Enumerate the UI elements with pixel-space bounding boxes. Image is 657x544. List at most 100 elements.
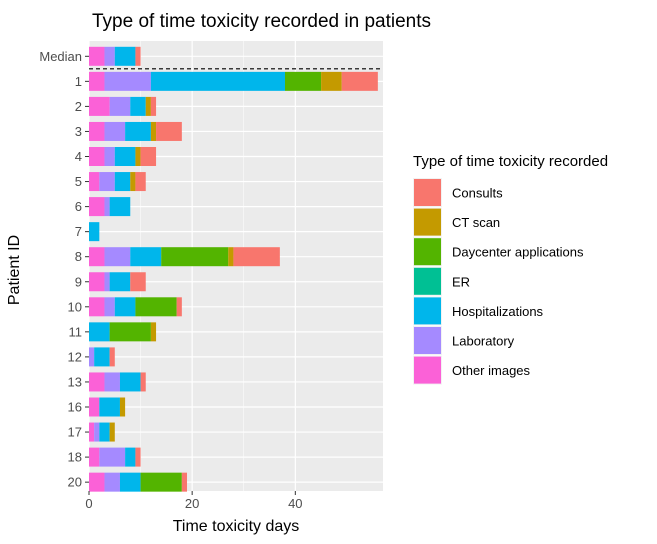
bar-segment-laboratory-20 <box>104 472 120 492</box>
x-axis-ticks: 0 20 40 <box>85 491 303 511</box>
legend: Type of time toxicity recorded Consults C… <box>413 153 608 385</box>
bar-segment-laboratory-17 <box>94 422 100 442</box>
bar-segment-laboratory-median <box>104 46 115 66</box>
bars <box>89 46 378 492</box>
bar-segment-other-images-3 <box>89 121 105 141</box>
bar-segment-other-images-8 <box>89 247 105 267</box>
bar-segment-ct-scan-4 <box>135 147 141 166</box>
bar-segment-daycenter-applications-20 <box>140 472 182 492</box>
bar-segment-hospitalizations-17 <box>99 422 110 442</box>
bar-segment-consults-10 <box>176 297 182 317</box>
legend-items: Consults CT scan Daycenter applications ER H… <box>413 178 584 385</box>
bar-segment-daycenter-applications-1 <box>285 71 322 91</box>
bar-segment-laboratory-8 <box>104 247 131 267</box>
legend-title: Type of time toxicity recorded <box>413 153 608 170</box>
bar-segment-hospitalizations-1 <box>150 71 285 91</box>
y-tick-label-18: 18 <box>68 450 82 465</box>
bar-segment-other-images-4 <box>89 147 105 166</box>
chart-title: Type of time toxicity recorded in patien… <box>92 11 431 32</box>
bar-segment-consults-1 <box>341 71 378 91</box>
bar-segment-consults-18 <box>135 447 141 467</box>
bar-segment-other-images-20 <box>89 472 105 492</box>
bar-segment-hospitalizations-5 <box>114 172 131 192</box>
legend-swatch-daycenter-applications <box>414 238 441 266</box>
bar-segment-hospitalizations-7 <box>89 222 100 242</box>
bar-segment-hospitalizations-13 <box>119 372 141 392</box>
bar-segment-hospitalizations-10 <box>114 297 136 317</box>
y-tick-label-12: 12 <box>68 349 82 364</box>
bar-segment-other-images-2 <box>89 96 110 116</box>
bar-segment-hospitalizations-16 <box>99 397 120 417</box>
bar-segment-ct-scan-1 <box>321 71 342 91</box>
x-axis-title: Time toxicity days <box>173 518 300 535</box>
legend-swatch-hospitalizations <box>414 297 441 325</box>
bar-segment-laboratory-1 <box>104 71 151 91</box>
bar-segment-consults-20 <box>181 472 187 492</box>
y-tick-label-7: 7 <box>75 224 82 239</box>
y-tick-label-3: 3 <box>75 124 82 139</box>
y-tick-label-median: Median <box>39 49 82 64</box>
y-tick-label-13: 13 <box>68 374 82 389</box>
bar-segment-hospitalizations-3 <box>125 121 151 141</box>
bar-segment-hospitalizations-2 <box>130 96 146 116</box>
bar-segment-ct-scan-2 <box>145 96 151 116</box>
bar-segment-other-images-1 <box>89 71 105 91</box>
bar-segment-laboratory-4 <box>104 147 115 166</box>
bar-segment-laboratory-12 <box>89 347 95 367</box>
legend-label-consults: Consults <box>452 186 503 201</box>
bar-segment-consults-9 <box>130 272 146 292</box>
bar-segment-ct-scan-16 <box>119 397 126 417</box>
bar-segment-other-images-18 <box>89 447 100 467</box>
bar-segment-laboratory-6 <box>104 197 110 217</box>
bar-segment-hospitalizations-4 <box>114 147 136 166</box>
bar-segment-hospitalizations-20 <box>119 472 141 492</box>
y-tick-label-2: 2 <box>75 99 82 114</box>
bar-segment-ct-scan-8 <box>228 247 234 267</box>
y-tick-label-8: 8 <box>75 249 82 264</box>
bar-segment-hospitalizations-18 <box>125 447 136 467</box>
bar-segment-other-images-9 <box>89 272 105 292</box>
bar-segment-hospitalizations-8 <box>130 247 162 267</box>
y-axis-title: Patient ID <box>6 235 23 305</box>
bar-segment-laboratory-3 <box>104 121 126 141</box>
legend-label-er: ER <box>452 274 470 289</box>
bar-segment-hospitalizations-6 <box>109 197 131 217</box>
y-tick-label-20: 20 <box>68 475 82 490</box>
bar-segment-ct-scan-5 <box>130 172 136 192</box>
bar-segment-ct-scan-3 <box>150 121 157 141</box>
x-tick-label-0: 0 <box>85 496 92 511</box>
bar-segment-consults-2 <box>150 96 157 116</box>
legend-label-ct-scan: CT scan <box>452 215 500 230</box>
bar-segment-consults-3 <box>156 121 182 141</box>
y-tick-label-5: 5 <box>75 174 82 189</box>
bar-segment-consults-12 <box>109 347 115 367</box>
legend-swatch-er <box>414 267 441 295</box>
bar-segment-hospitalizations-median <box>114 46 136 66</box>
legend-swatch-ct-scan <box>414 208 441 236</box>
y-tick-label-6: 6 <box>75 199 82 214</box>
legend-swatch-consults <box>414 179 441 206</box>
x-tick-label-40: 40 <box>288 496 302 511</box>
legend-label-other-images: Other images <box>452 363 531 378</box>
bar-segment-laboratory-9 <box>104 272 110 292</box>
bar-segment-daycenter-applications-8 <box>161 247 229 267</box>
y-tick-label-17: 17 <box>68 425 82 440</box>
legend-swatch-laboratory <box>414 327 441 354</box>
bar-segment-hospitalizations-12 <box>94 347 110 367</box>
bar-segment-consults-13 <box>140 372 146 392</box>
bar-segment-hospitalizations-9 <box>109 272 131 292</box>
legend-label-hospitalizations: Hospitalizations <box>452 304 544 319</box>
bar-segment-other-images-13 <box>89 372 105 392</box>
bar-segment-daycenter-applications-10 <box>135 297 177 317</box>
bar-segment-other-images-5 <box>89 172 100 192</box>
y-tick-label-10: 10 <box>68 299 82 314</box>
bar-segment-laboratory-2 <box>109 96 131 116</box>
bar-segment-consults-8 <box>233 247 280 267</box>
bar-segment-laboratory-18 <box>99 447 126 467</box>
legend-swatch-other-images <box>414 356 441 384</box>
bar-segment-consults-5 <box>135 172 146 192</box>
bar-segment-laboratory-5 <box>99 172 115 192</box>
bar-segment-consults-4 <box>140 147 157 166</box>
bar-segment-ct-scan-11 <box>150 322 157 342</box>
